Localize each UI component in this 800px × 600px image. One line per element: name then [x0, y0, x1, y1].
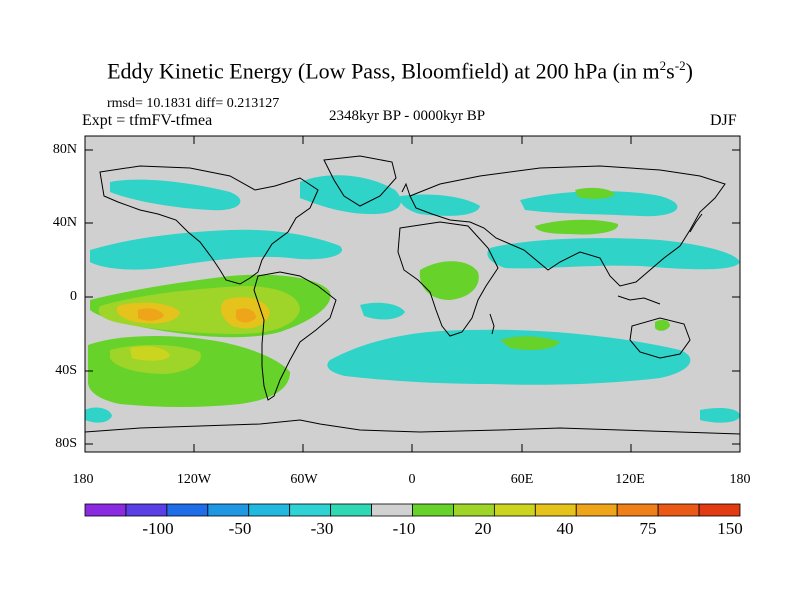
cyan-region-nAtlantic — [300, 175, 401, 215]
green-region-south-atlantic — [500, 336, 560, 350]
coast-africa — [397, 221, 499, 337]
season-label: DJF — [710, 112, 737, 129]
lon-label-60e: 60E — [510, 472, 534, 487]
colorbar-label-150: 150 — [717, 519, 743, 538]
colorbar-label-neg50: -50 — [228, 519, 252, 538]
colorbar-box — [412, 503, 454, 517]
colorbar-label-neg100: -100 — [142, 519, 174, 538]
colorbar-box — [248, 503, 291, 517]
orange-core-west — [138, 308, 164, 321]
colorbar-label-neg10: -10 — [392, 519, 416, 538]
colorbar-box — [698, 503, 741, 517]
colorbar-box — [330, 503, 372, 517]
lon-label-60w: 60W — [290, 472, 318, 487]
coast-indonesia — [617, 295, 661, 305]
coast-south-america — [253, 271, 337, 401]
green-region-north-atlantic — [575, 187, 615, 199]
lon-label-180w: 180 — [72, 472, 94, 487]
colorbar-box — [534, 503, 577, 517]
green-region-africa — [419, 261, 479, 300]
coast-japan — [689, 213, 703, 233]
colorbar-label-40: 40 — [556, 519, 574, 538]
lat-label-40s: 40S — [55, 363, 77, 378]
lat-label-80n: 80N — [52, 142, 77, 157]
colorbar-box — [166, 503, 209, 517]
lon-label-120e: 120E — [615, 472, 645, 487]
colorbar-label-neg30: -30 — [310, 519, 334, 538]
cyan-region-canada — [110, 179, 241, 211]
lon-label-180e: 180 — [729, 472, 751, 487]
period-label: 2348kyr BP - 0000kyr BP — [328, 108, 486, 124]
cyan-region-se-pacific — [700, 408, 740, 423]
coast-greenland — [323, 155, 397, 207]
plot-title: Eddy Kinetic Energy (Low Pass, Bloomfiel… — [107, 58, 693, 84]
lon-label-120w: 120W — [176, 472, 212, 487]
colorbar-box — [657, 503, 700, 517]
colorbar-box — [207, 503, 250, 517]
coast-eurasia — [409, 165, 726, 287]
colorbar-box — [575, 503, 618, 517]
lat-label-40n: 40N — [52, 215, 77, 230]
colorbar-box — [125, 503, 168, 517]
coastlines — [85, 155, 740, 435]
experiment-label: Expt = tfmFV-tfmea — [82, 112, 213, 129]
colorbar-box — [616, 503, 659, 517]
cyan-region-sw-pacific — [85, 407, 112, 423]
colorbar-box — [453, 503, 495, 517]
colorbar-box — [493, 503, 536, 517]
axis-ticks — [85, 136, 740, 452]
cyan-region-asia-band — [487, 238, 740, 270]
lat-label-eq: 0 — [70, 289, 77, 304]
orange-core-east — [236, 308, 256, 323]
cyan-region-asia-high — [520, 191, 678, 217]
stats-line: rmsd= 10.1831 diff= 0.213127 — [107, 96, 280, 111]
colorbar-label-75: 75 — [639, 519, 657, 538]
colorbar-label-20: 20 — [474, 519, 492, 538]
cyan-region-mid-atlantic — [360, 302, 405, 320]
colorbar-box — [289, 503, 332, 517]
lat-label-80s: 80S — [55, 436, 77, 451]
green-region-mediterranean — [535, 219, 619, 235]
cyan-region-npacific-band — [90, 229, 342, 270]
cyan-region-south-indian — [327, 329, 691, 385]
coast-madagascar — [489, 313, 495, 335]
colorbar — [84, 503, 741, 517]
cyan-region-europe — [399, 194, 480, 216]
coast-uk — [401, 182, 411, 197]
lon-label-0: 0 — [408, 472, 416, 487]
colorbar-box — [371, 503, 413, 517]
coast-australia — [629, 317, 691, 359]
anomaly-fields — [85, 175, 740, 423]
yellow-region-south — [130, 346, 170, 361]
green-region-australia — [655, 319, 670, 331]
coast-antarctica — [85, 419, 740, 435]
coast-north-america — [99, 165, 319, 285]
colorbar-box — [84, 503, 127, 517]
